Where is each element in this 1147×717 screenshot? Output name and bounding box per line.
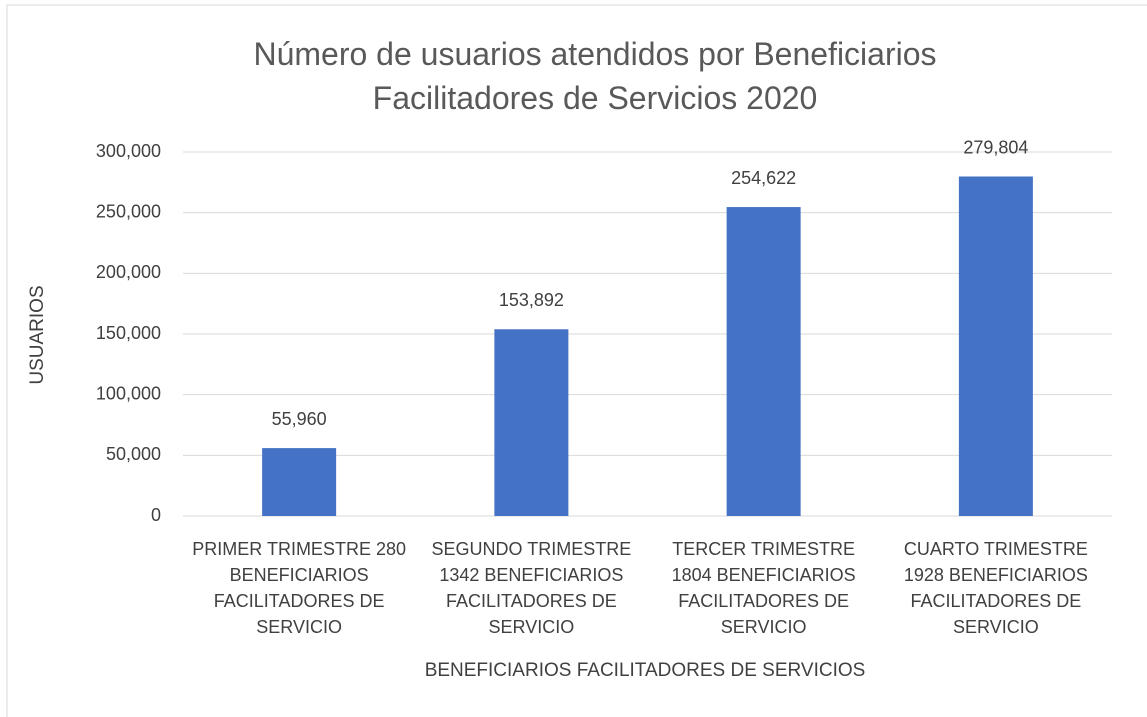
x-tick-label: SEGUNDO TRIMESTRE 1342 BENEFICIARIOS FAC… xyxy=(431,539,632,637)
data-label: 153,892 xyxy=(499,290,564,310)
bar xyxy=(726,207,801,516)
y-tick-label: 0 xyxy=(151,505,161,525)
bar xyxy=(958,176,1033,516)
y-tick-label: 50,000 xyxy=(106,444,161,464)
bar xyxy=(262,448,337,516)
chart-border xyxy=(6,4,1147,717)
data-label: 279,804 xyxy=(963,137,1028,157)
y-axis-title: USUARIOS xyxy=(27,285,48,384)
x-tick-label: CUARTO TRIMESTRE 1928 BENEFICIARIOS FACI… xyxy=(903,539,1088,637)
y-tick-label: 150,000 xyxy=(96,323,161,343)
y-tick-label: 300,000 xyxy=(96,141,161,161)
chart-title: Número de usuarios atendidos por Benefic… xyxy=(253,36,937,116)
y-tick-label: 100,000 xyxy=(96,383,161,403)
x-tick-label: TERCER TRIMESTRE 1804 BENEFICIARIOS FACI… xyxy=(671,539,856,637)
y-tick-label: 250,000 xyxy=(96,201,161,221)
data-label: 55,960 xyxy=(272,409,327,429)
x-tick-label: PRIMER TRIMESTRE 280 BENEFICIARIOS FACIL… xyxy=(192,539,406,637)
data-label: 254,622 xyxy=(731,168,796,188)
x-axis-title: BENEFICIARIOS FACILITADORES DE SERVICIOS xyxy=(424,660,866,681)
y-tick-label: 200,000 xyxy=(96,262,161,282)
bar xyxy=(494,329,569,516)
